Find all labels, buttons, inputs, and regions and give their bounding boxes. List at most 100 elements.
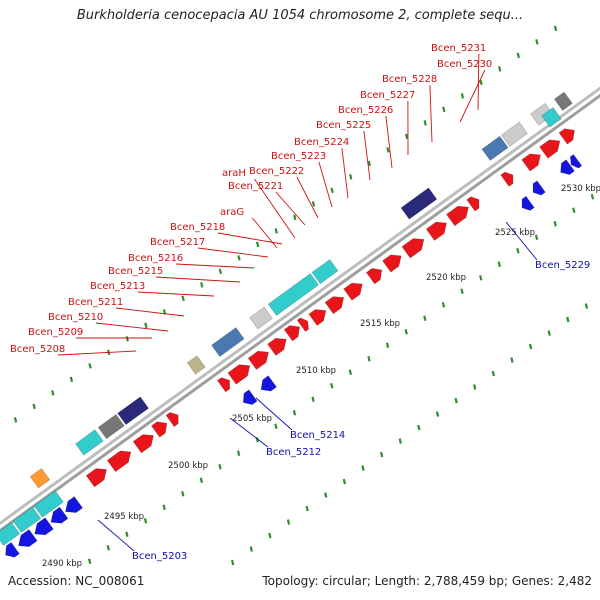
scale-dot bbox=[379, 451, 384, 458]
label-leader-line bbox=[175, 263, 255, 269]
reverse-gene-arrow[interactable] bbox=[31, 517, 54, 540]
gene-label[interactable]: Bcen_5215 bbox=[108, 266, 163, 277]
gene-label[interactable]: araH bbox=[222, 168, 246, 179]
gene-label[interactable]: Bcen_5221 bbox=[228, 181, 283, 192]
forward-gene-arrow[interactable] bbox=[227, 360, 254, 385]
scale-tick-label: 2515 kbp bbox=[360, 319, 400, 329]
forward-gene-arrow[interactable] bbox=[267, 334, 291, 356]
gene-box[interactable] bbox=[186, 355, 206, 375]
forward-gene-arrow[interactable] bbox=[558, 125, 579, 145]
gene-label[interactable]: araG bbox=[220, 207, 244, 218]
scale-dot bbox=[162, 504, 166, 511]
forward-gene-arrow[interactable] bbox=[401, 234, 428, 259]
gene-label[interactable]: Bcen_5227 bbox=[360, 90, 415, 101]
gene-box[interactable] bbox=[211, 327, 245, 357]
gene-label[interactable]: Bcen_5217 bbox=[150, 237, 205, 248]
gene-shape bbox=[500, 171, 514, 187]
gene-shape bbox=[34, 517, 54, 536]
gene-box[interactable] bbox=[12, 506, 42, 533]
gene-box[interactable] bbox=[400, 187, 438, 220]
gene-box[interactable] bbox=[75, 429, 104, 456]
gene-box[interactable] bbox=[481, 135, 509, 161]
gene-label[interactable]: Bcen_5212 bbox=[266, 447, 321, 458]
gene-label[interactable]: Bcen_5211 bbox=[68, 297, 123, 308]
gene-label[interactable]: Bcen_5231 bbox=[431, 43, 486, 54]
reverse-gene-arrow[interactable] bbox=[557, 159, 575, 178]
scale-dot bbox=[441, 301, 446, 308]
gene-box[interactable] bbox=[33, 490, 64, 518]
gene-label[interactable]: Bcen_5209 bbox=[28, 327, 83, 338]
forward-gene-arrow[interactable] bbox=[296, 315, 312, 332]
gene-label[interactable]: Bcen_5225 bbox=[316, 120, 371, 131]
forward-gene-arrow[interactable] bbox=[446, 201, 473, 227]
gene-box[interactable] bbox=[117, 396, 149, 426]
forward-gene-arrow[interactable] bbox=[521, 149, 545, 172]
gene-box[interactable] bbox=[29, 468, 51, 489]
scale-dot bbox=[460, 93, 465, 99]
forward-gene-arrow[interactable] bbox=[132, 430, 157, 454]
forward-gene-arrow[interactable] bbox=[247, 346, 272, 370]
gene-label[interactable]: Bcen_5230 bbox=[437, 59, 492, 70]
gene-label[interactable]: Bcen_5226 bbox=[338, 105, 393, 116]
gene-label[interactable]: Bcen_5222 bbox=[249, 166, 304, 177]
gene-box[interactable] bbox=[541, 107, 562, 128]
gene-label[interactable]: Bcen_5214 bbox=[290, 430, 345, 441]
reverse-gene-arrow[interactable] bbox=[518, 195, 535, 213]
gene-label[interactable]: Bcen_5223 bbox=[271, 151, 326, 162]
label-leader-line bbox=[252, 217, 278, 249]
reverse-gene-arrow[interactable] bbox=[529, 180, 546, 198]
forward-gene-arrow[interactable] bbox=[500, 169, 517, 187]
forward-gene-arrow[interactable] bbox=[425, 217, 450, 241]
gene-box[interactable] bbox=[553, 91, 573, 111]
reverse-gene-arrow[interactable] bbox=[14, 529, 38, 551]
forward-gene-arrow[interactable] bbox=[106, 446, 135, 473]
gene-shape bbox=[0, 521, 21, 546]
reverse-gene-arrow[interactable] bbox=[239, 389, 258, 408]
label-leader-line bbox=[459, 69, 486, 123]
gene-box[interactable] bbox=[267, 273, 319, 316]
gene-label[interactable]: Bcen_5224 bbox=[294, 137, 349, 148]
reverse-gene-arrow[interactable] bbox=[61, 496, 83, 518]
gene-box[interactable] bbox=[500, 121, 528, 147]
scale-dot bbox=[144, 322, 148, 329]
gene-shape bbox=[569, 154, 583, 169]
gene-label[interactable]: Bcen_5218 bbox=[170, 222, 225, 233]
gene-label[interactable]: Bcen_5213 bbox=[90, 281, 145, 292]
forward-gene-arrow[interactable] bbox=[85, 464, 110, 488]
gene-label[interactable]: Bcen_5228 bbox=[382, 74, 437, 85]
gene-box[interactable] bbox=[0, 521, 21, 546]
gene-shape bbox=[65, 496, 83, 513]
reverse-gene-arrow[interactable] bbox=[1, 541, 20, 560]
label-leader-line bbox=[341, 147, 349, 199]
reverse-gene-arrow[interactable] bbox=[257, 375, 277, 396]
reverse-gene-arrow[interactable] bbox=[47, 506, 69, 528]
forward-gene-arrow[interactable] bbox=[283, 321, 304, 342]
forward-gene-arrow[interactable] bbox=[382, 250, 406, 273]
gene-label[interactable]: Bcen_5208 bbox=[10, 344, 65, 355]
gene-label[interactable]: Bcen_5210 bbox=[48, 312, 103, 323]
scale-dot bbox=[435, 411, 440, 417]
forward-gene-arrow[interactable] bbox=[324, 292, 348, 315]
label-leader-line bbox=[217, 232, 283, 245]
gene-shape bbox=[425, 221, 447, 241]
gene-box[interactable] bbox=[249, 306, 273, 330]
reverse-gene-arrow[interactable] bbox=[567, 154, 583, 170]
forward-gene-arrow[interactable] bbox=[466, 194, 483, 212]
gene-box[interactable] bbox=[97, 414, 125, 440]
gene-shape bbox=[481, 135, 509, 161]
forward-gene-arrow[interactable] bbox=[165, 409, 182, 428]
forward-gene-arrow[interactable] bbox=[343, 278, 367, 301]
topology-summary: Topology: circular; Length: 2,788,459 bp… bbox=[262, 574, 592, 588]
gene-shape bbox=[227, 364, 251, 385]
forward-gene-arrow[interactable] bbox=[365, 264, 386, 285]
gene-label[interactable]: Bcen_5229 bbox=[535, 260, 590, 271]
gene-box[interactable] bbox=[311, 259, 339, 285]
gene-shape bbox=[97, 414, 125, 440]
gene-label[interactable]: Bcen_5203 bbox=[132, 551, 187, 562]
forward-gene-arrow[interactable] bbox=[151, 418, 171, 438]
forward-gene-arrow[interactable] bbox=[308, 305, 330, 326]
label-leader-line bbox=[255, 397, 293, 431]
forward-gene-arrow[interactable] bbox=[539, 135, 564, 159]
forward-gene-arrow[interactable] bbox=[216, 375, 233, 393]
gene-label[interactable]: Bcen_5216 bbox=[128, 253, 183, 264]
